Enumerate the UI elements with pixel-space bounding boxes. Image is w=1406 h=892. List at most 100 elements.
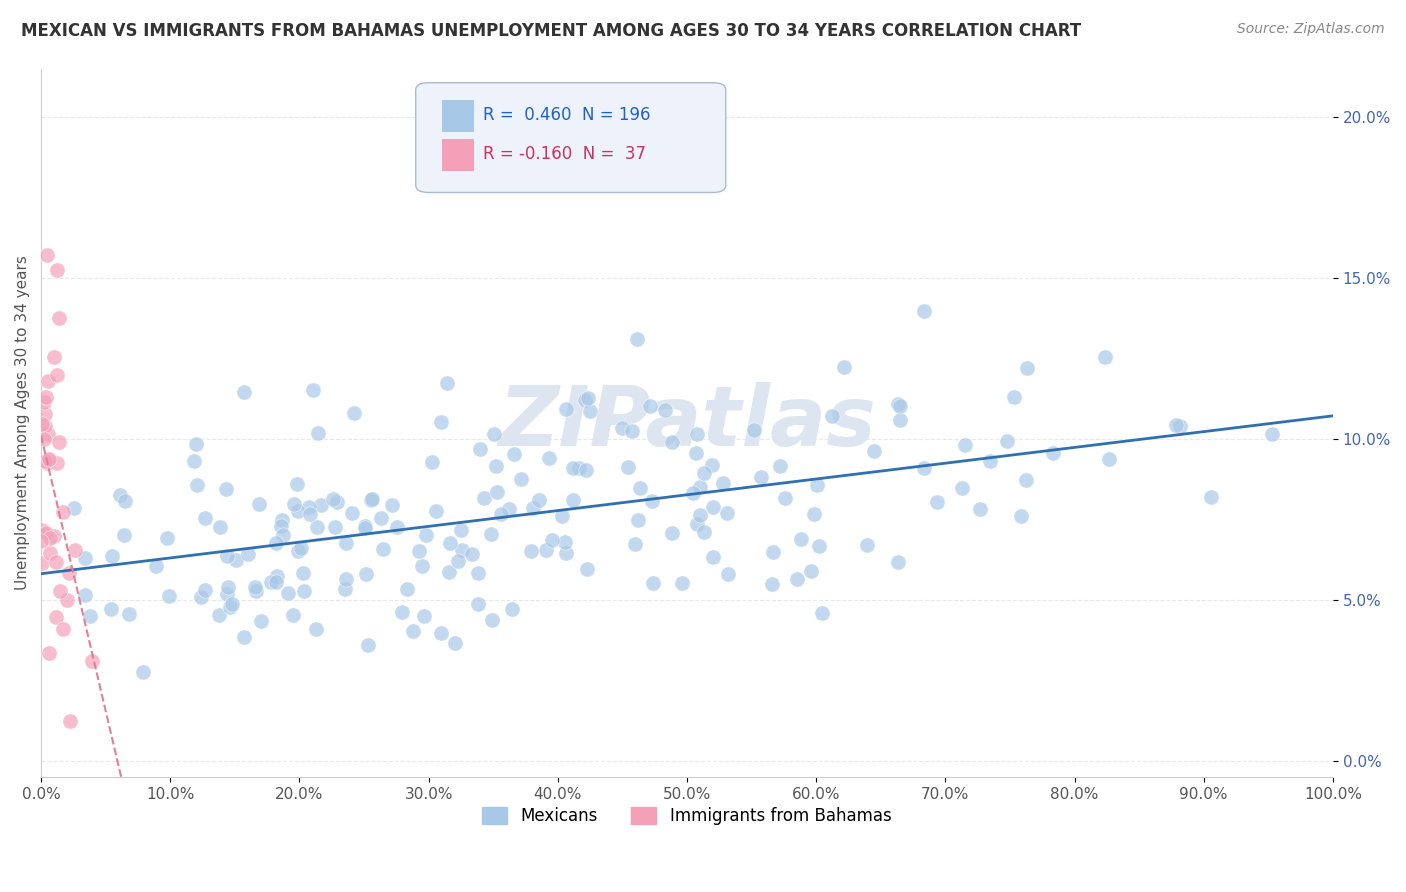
Point: [995, 434, 1018, 448]
Point: [461, 547, 484, 561]
Point: [522, 501, 544, 516]
Point: [79, 608, 101, 623]
Point: [489, 507, 512, 521]
Point: [437, 565, 460, 579]
Point: [100, 602, 122, 616]
Point: [157, 590, 180, 604]
Point: [887, 397, 910, 411]
Point: [215, 587, 238, 601]
Point: [682, 486, 704, 500]
Point: [700, 458, 723, 472]
Point: [1199, 490, 1222, 504]
Point: [420, 455, 443, 469]
Point: [520, 543, 543, 558]
Point: [353, 520, 375, 534]
Point: [343, 406, 366, 420]
Point: [396, 582, 419, 596]
Point: [260, 574, 283, 589]
Point: [322, 492, 344, 507]
Point: [132, 665, 155, 679]
Point: [1098, 452, 1121, 467]
Point: [1094, 350, 1116, 364]
Point: [31, 417, 53, 432]
Point: [510, 472, 533, 486]
Point: [969, 502, 991, 516]
Point: [31, 557, 53, 571]
Point: [811, 607, 834, 621]
Point: [541, 533, 564, 547]
Text: R = -0.160  N =  37: R = -0.160 N = 37: [482, 145, 645, 162]
Point: [287, 504, 309, 518]
Point: [430, 626, 453, 640]
Point: [30, 534, 52, 549]
Point: [439, 536, 461, 550]
Point: [808, 539, 831, 553]
Point: [100, 549, 122, 564]
Point: [34, 419, 56, 434]
Point: [37, 453, 59, 467]
Point: [537, 450, 560, 465]
Point: [80, 654, 103, 668]
Point: [627, 513, 650, 527]
Point: [671, 576, 693, 591]
Point: [225, 552, 247, 566]
Point: [45, 456, 67, 470]
Point: [470, 442, 492, 457]
Point: [217, 580, 239, 594]
Point: [1015, 361, 1038, 376]
Point: [360, 492, 382, 507]
Point: [654, 403, 676, 417]
Point: [685, 446, 707, 460]
Point: [527, 492, 550, 507]
Point: [266, 575, 288, 590]
Point: [250, 614, 273, 628]
Point: [889, 413, 911, 427]
Point: [35, 526, 58, 541]
Point: [44, 351, 66, 365]
Point: [686, 426, 709, 441]
Point: [360, 491, 382, 506]
Point: [340, 506, 363, 520]
Point: [889, 399, 911, 413]
Point: [236, 547, 259, 561]
Point: [425, 504, 447, 518]
Point: [283, 497, 305, 511]
Point: [415, 528, 437, 542]
Point: [485, 485, 508, 500]
Point: [335, 535, 357, 549]
Point: [357, 638, 380, 652]
Point: [411, 559, 433, 574]
Point: [447, 553, 470, 567]
Point: [38, 452, 60, 467]
Point: [37, 427, 59, 442]
Point: [333, 582, 356, 596]
Point: [1042, 445, 1064, 459]
Point: [693, 524, 716, 539]
FancyBboxPatch shape: [441, 139, 474, 171]
Point: [623, 536, 645, 550]
Point: [482, 426, 505, 441]
Point: [299, 507, 322, 521]
Point: [575, 463, 598, 477]
Point: [485, 458, 508, 473]
Point: [769, 459, 792, 474]
Point: [790, 532, 813, 546]
Text: ZIPatlas: ZIPatlas: [498, 382, 876, 463]
Point: [108, 488, 131, 502]
Point: [385, 520, 408, 534]
Point: [1164, 418, 1187, 433]
Point: [467, 598, 489, 612]
Point: [574, 392, 596, 407]
Point: [821, 409, 844, 424]
Point: [118, 607, 141, 621]
Point: [302, 383, 325, 397]
Point: [35, 390, 58, 404]
Point: [291, 566, 314, 581]
Point: [34, 407, 56, 421]
Point: [186, 478, 208, 492]
Point: [243, 580, 266, 594]
Point: [37, 247, 59, 261]
Point: [702, 550, 724, 565]
FancyBboxPatch shape: [416, 83, 725, 193]
Point: [32, 432, 55, 446]
